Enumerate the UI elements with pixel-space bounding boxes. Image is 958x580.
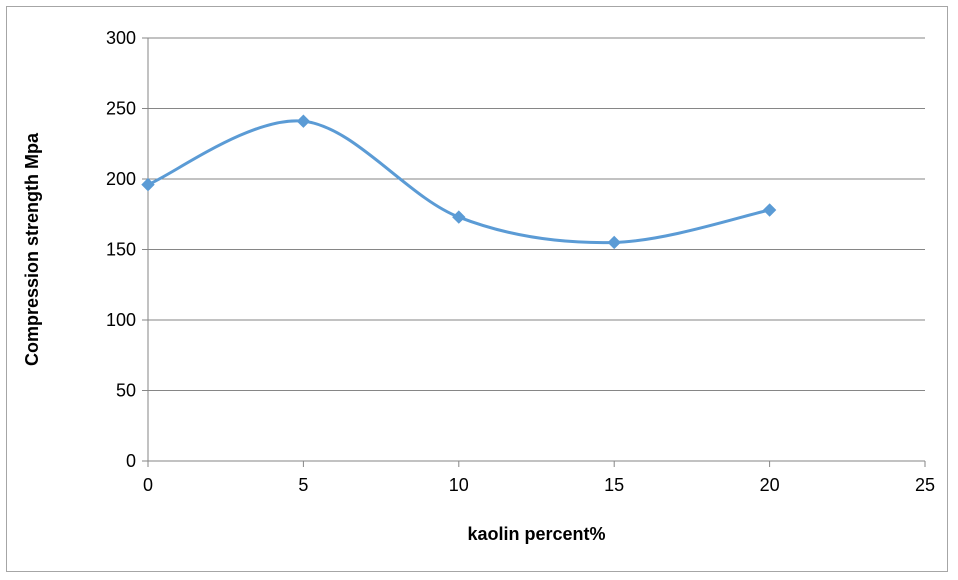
x-axis-title: kaolin percent% (467, 524, 605, 544)
x-tick-label-1: 5 (298, 475, 308, 495)
x-tick-label-3: 15 (604, 475, 624, 495)
series (141, 114, 777, 250)
axes (142, 37, 926, 467)
data-point-0-1 (296, 114, 311, 128)
y-tick-label-2: 100 (106, 310, 136, 330)
y-tick-label-5: 250 (106, 99, 136, 119)
y-tick-label-6: 300 (106, 28, 136, 48)
x-tick-label-4: 20 (760, 475, 780, 495)
y-tick-label-3: 150 (106, 240, 136, 260)
data-point-0-2 (452, 210, 466, 224)
y-tick-label-4: 200 (106, 169, 136, 189)
data-point-0-0 (141, 177, 155, 192)
x-tick-label-2: 10 (449, 475, 469, 495)
y-axis-title: Compression strength Mpa (22, 132, 42, 366)
y-tick-label-1: 50 (116, 381, 136, 401)
y-tick-label-0: 0 (126, 451, 136, 471)
data-point-0-4 (762, 203, 777, 217)
y-tick-labels: 0 50 100 150 200 250 300 (106, 28, 136, 471)
chart-frame (6, 6, 948, 572)
x-tick-labels: 0 5 10 15 20 25 (143, 475, 935, 495)
x-tick-label-0: 0 (143, 475, 153, 495)
gridlines (148, 37, 925, 391)
data-point-0-3 (607, 235, 621, 250)
x-tick-label-5: 25 (915, 475, 935, 495)
series-line-0 (147, 119, 770, 245)
